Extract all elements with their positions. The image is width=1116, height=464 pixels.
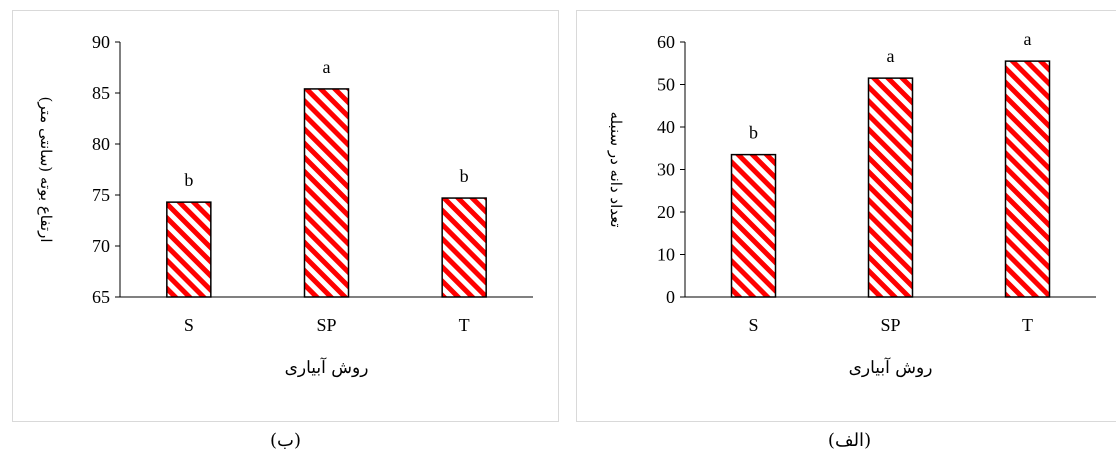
x-axis-title: روش آبیاری bbox=[285, 356, 369, 378]
bar-significance-label: b bbox=[460, 166, 469, 186]
y-tick-label: 70 bbox=[92, 236, 110, 256]
y-axis-title: ارتفاع بوته (سانتی متر) bbox=[37, 96, 55, 242]
bar-t bbox=[441, 197, 487, 298]
bar-t bbox=[1004, 60, 1051, 298]
bar-significance-label: b bbox=[184, 170, 193, 190]
x-category-label: T bbox=[1022, 315, 1033, 335]
y-tick-label: 80 bbox=[92, 134, 110, 154]
y-tick-label: 90 bbox=[92, 32, 110, 52]
bar-significance-label: b bbox=[749, 123, 758, 143]
y-tick-label: 0 bbox=[666, 287, 675, 307]
bar-s bbox=[730, 153, 777, 298]
bar-sp bbox=[303, 88, 350, 298]
bar-significance-label: a bbox=[1024, 29, 1032, 49]
x-axis-title: روش آبیاری bbox=[849, 356, 933, 378]
x-category-label: SP bbox=[880, 315, 900, 335]
y-tick-label: 30 bbox=[657, 160, 675, 180]
x-category-label: S bbox=[184, 315, 194, 335]
y-tick-label: 85 bbox=[92, 83, 110, 103]
y-tick-label: 40 bbox=[657, 117, 675, 137]
bar-significance-label: a bbox=[887, 46, 895, 66]
x-category-label: SP bbox=[316, 315, 336, 335]
x-category-label: S bbox=[748, 315, 758, 335]
y-tick-label: 75 bbox=[92, 185, 110, 205]
bar-sp bbox=[867, 77, 914, 298]
caption-left: (ب) bbox=[269, 430, 301, 451]
caption-right: (الف) bbox=[827, 430, 872, 451]
y-tick-label: 20 bbox=[657, 202, 675, 222]
y-axis-title: تعداد دانه در سنبله bbox=[607, 111, 625, 227]
bar-significance-label: a bbox=[323, 57, 331, 77]
grains-per-spike-chart: 0 10 20 30 40 50 60 b Sa SP a T روش آبیاری تعداد دانه… bbox=[607, 29, 1096, 378]
y-tick-label: 10 bbox=[657, 245, 675, 265]
plant-height-chart: 65 70 75 80 85 90 b Sa SP b T روش آبیاری ارتفاع بوته… bbox=[37, 32, 533, 378]
x-category-label: T bbox=[459, 315, 470, 335]
y-tick-label: 65 bbox=[92, 287, 110, 307]
y-tick-label: 50 bbox=[657, 75, 675, 95]
bar-s bbox=[166, 201, 212, 298]
y-tick-label: 60 bbox=[657, 32, 675, 52]
